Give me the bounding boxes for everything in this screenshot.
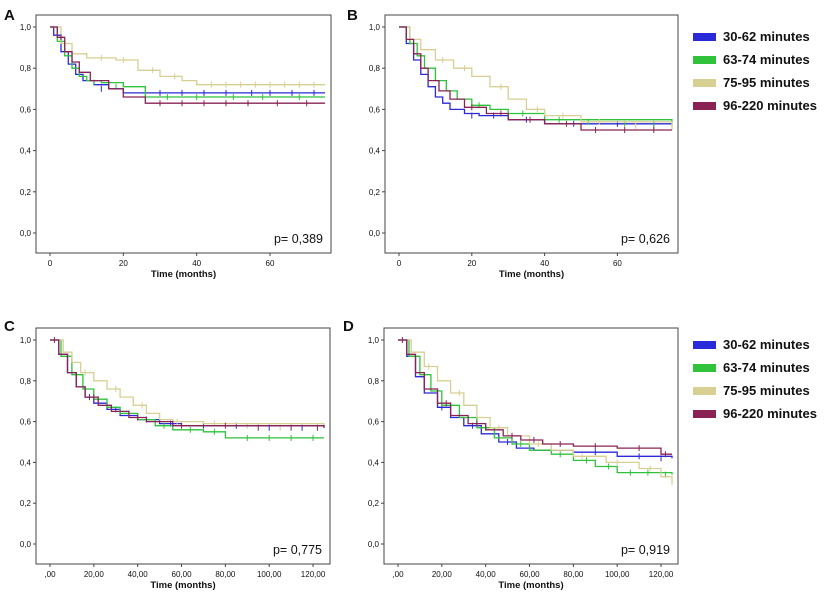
y-tick-label: 0,2 bbox=[20, 188, 32, 197]
legend-label: 63-74 minutes bbox=[723, 52, 810, 67]
y-tick-label: 0,6 bbox=[368, 418, 380, 427]
km-curve-3 bbox=[398, 339, 673, 485]
x-axis-title: Time (months) bbox=[150, 580, 215, 591]
y-tick-label: 0,0 bbox=[369, 229, 381, 238]
y-tick-label: 0,6 bbox=[369, 105, 381, 114]
legend-label: 96-220 minutes bbox=[723, 406, 817, 421]
km-curve-4 bbox=[50, 339, 325, 428]
legend-label: 30-62 minutes bbox=[723, 29, 810, 44]
x-tick-label: 80,00 bbox=[563, 570, 584, 579]
y-tick-label: 0,0 bbox=[20, 540, 32, 549]
legend-swatch bbox=[693, 410, 716, 418]
y-tick-label: 0,0 bbox=[368, 540, 380, 549]
x-tick-label: 40,00 bbox=[128, 570, 149, 579]
p-value-annotation: p= 0,389 bbox=[274, 232, 323, 246]
x-tick-label: 100,00 bbox=[257, 570, 282, 579]
y-tick-label: 0,4 bbox=[368, 458, 380, 467]
km-curve-2 bbox=[399, 26, 673, 126]
legend-swatch bbox=[693, 56, 716, 64]
km-curve-3 bbox=[50, 339, 325, 428]
legend-swatch bbox=[693, 387, 716, 395]
y-tick-label: 1,0 bbox=[20, 336, 32, 345]
plot-frame bbox=[384, 14, 679, 254]
panel-d: D 0,0 0,2 0,4 0,6 0,8 1,0 ,00 20,00 40,00 60,00 80,… bbox=[343, 318, 679, 591]
km-curve-2 bbox=[50, 339, 324, 439]
legend-swatch bbox=[693, 341, 716, 349]
x-tick-label: 120,00 bbox=[649, 570, 674, 579]
x-tick-label: 20 bbox=[467, 259, 476, 268]
y-tick-label: 1,0 bbox=[368, 336, 380, 345]
legend-swatch bbox=[693, 79, 716, 87]
y-tick-label: 0,4 bbox=[369, 147, 381, 156]
panel-letter: B bbox=[347, 7, 358, 24]
panel-c: C 0,0 0,2 0,4 0,6 0,8 1,0 ,00 20,00 40,00 60,00 80,… bbox=[4, 318, 331, 591]
plot-frame bbox=[35, 14, 332, 254]
legend-swatch bbox=[693, 364, 716, 372]
p-value-annotation: p= 0,919 bbox=[621, 543, 670, 557]
panel-b: B 0,0 0,2 0,4 0,6 0,8 1,0 0 20 40 60 Time (months) p… bbox=[347, 7, 679, 280]
legend-label: 75-95 minutes bbox=[723, 383, 810, 398]
x-tick-label: 60 bbox=[613, 259, 622, 268]
legend-bottom: 30-62 minutes 63-74 minutes 75-95 minutes 9… bbox=[693, 337, 817, 421]
km-curve-1 bbox=[50, 26, 325, 94]
x-tick-label: 40 bbox=[540, 259, 549, 268]
y-tick-label: 0,0 bbox=[20, 229, 32, 238]
y-tick-label: 0,8 bbox=[369, 64, 381, 73]
panel-letter: D bbox=[343, 318, 354, 335]
x-axis-title: Time (months) bbox=[151, 269, 216, 280]
panel-letter: C bbox=[4, 318, 15, 335]
x-tick-label: 60 bbox=[266, 259, 275, 268]
x-tick-label: 0 bbox=[48, 259, 53, 268]
y-tick-label: 0,6 bbox=[20, 418, 32, 427]
legend-swatch bbox=[693, 102, 716, 110]
km-curve-4 bbox=[399, 26, 672, 131]
x-axis-title: Time (months) bbox=[499, 269, 564, 280]
p-value-annotation: p= 0,626 bbox=[621, 232, 670, 246]
legend-top: 30-62 minutes 63-74 minutes 75-95 minutes 9… bbox=[693, 29, 817, 113]
x-axis-title: Time (months) bbox=[498, 580, 563, 591]
km-curve-1 bbox=[50, 339, 325, 428]
legend-label: 75-95 minutes bbox=[723, 75, 810, 90]
panel-a: A 0,0 0,2 0,4 0,6 0,8 1,0 0 20 40 60 Time (months) p… bbox=[4, 7, 332, 280]
x-tick-label: ,00 bbox=[44, 570, 56, 579]
legend-swatch bbox=[693, 33, 716, 41]
km-curve-3 bbox=[399, 26, 673, 130]
legend-label: 63-74 minutes bbox=[723, 360, 810, 375]
y-tick-label: 0,2 bbox=[368, 499, 380, 508]
y-tick-label: 0,2 bbox=[369, 188, 381, 197]
y-tick-label: 0,8 bbox=[20, 377, 32, 386]
y-tick-label: 1,0 bbox=[20, 23, 32, 32]
km-curve-4 bbox=[50, 26, 325, 104]
km-curve-3 bbox=[50, 26, 325, 86]
y-tick-label: 0,8 bbox=[368, 377, 380, 386]
plot-frame bbox=[35, 327, 331, 565]
legend-label: 30-62 minutes bbox=[723, 337, 810, 352]
km-curve-2 bbox=[398, 339, 673, 475]
y-tick-label: 0,6 bbox=[20, 105, 32, 114]
y-tick-label: 1,0 bbox=[369, 23, 381, 32]
x-tick-label: 40,00 bbox=[476, 570, 497, 579]
legend-label: 96-220 minutes bbox=[723, 98, 817, 113]
plot-frame bbox=[383, 327, 679, 565]
x-tick-label: ,00 bbox=[392, 570, 404, 579]
y-tick-label: 0,8 bbox=[20, 64, 32, 73]
x-tick-label: 60,00 bbox=[520, 570, 541, 579]
y-tick-label: 0,4 bbox=[20, 147, 32, 156]
x-tick-label: 80,00 bbox=[215, 570, 236, 579]
x-tick-label: 20 bbox=[119, 259, 128, 268]
p-value-annotation: p= 0,775 bbox=[273, 543, 322, 557]
x-tick-label: 100,00 bbox=[605, 570, 630, 579]
x-tick-label: 20,00 bbox=[84, 570, 105, 579]
km-curve-4 bbox=[398, 339, 672, 455]
y-tick-label: 0,4 bbox=[20, 458, 32, 467]
km-curve-2 bbox=[50, 26, 325, 98]
x-tick-label: 20,00 bbox=[432, 570, 453, 579]
y-tick-label: 0,2 bbox=[20, 499, 32, 508]
x-tick-label: 120,00 bbox=[301, 570, 326, 579]
x-tick-label: 40 bbox=[192, 259, 201, 268]
panel-letter: A bbox=[4, 7, 15, 24]
x-tick-label: 0 bbox=[397, 259, 402, 268]
x-tick-label: 60,00 bbox=[172, 570, 193, 579]
